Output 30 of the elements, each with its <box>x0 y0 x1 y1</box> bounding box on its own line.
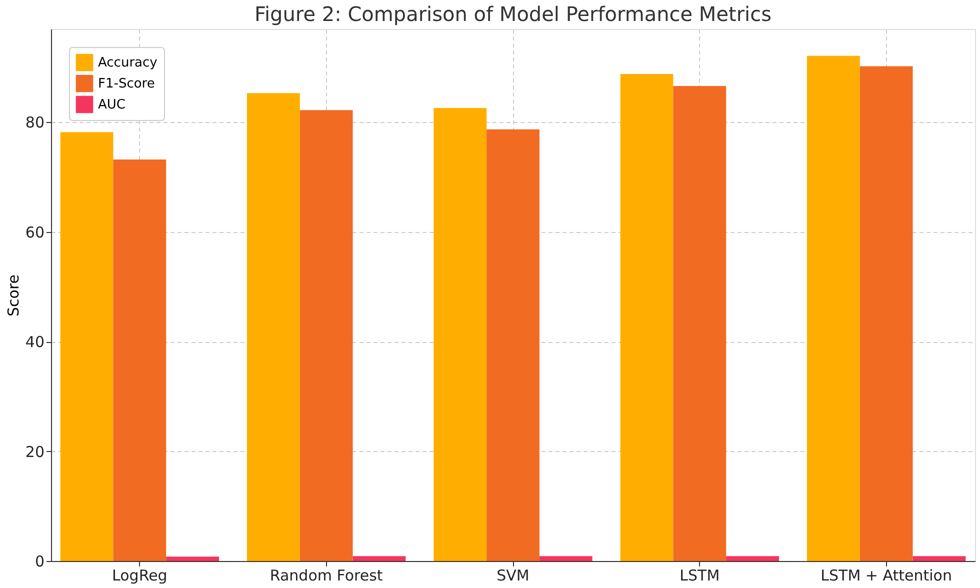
x-tick-label: LSTM <box>680 566 720 584</box>
bar <box>352 556 406 561</box>
bar <box>620 74 674 561</box>
y-tick-label: 60 <box>25 223 44 242</box>
y-tick-label: 40 <box>25 333 44 352</box>
y-tick-label: 20 <box>25 442 44 461</box>
bar <box>726 556 779 561</box>
x-tick-label: LSTM + Attention <box>820 566 952 584</box>
bar <box>113 160 166 561</box>
x-tick-label: LogReg <box>112 566 168 584</box>
chart-title: Figure 2: Comparison of Model Performance Metrics <box>254 2 772 26</box>
legend-label: F1-Score <box>98 76 155 92</box>
bar <box>247 93 300 561</box>
bar <box>166 556 219 561</box>
bar <box>486 129 540 561</box>
bar <box>912 556 966 561</box>
bar <box>807 56 860 561</box>
bar <box>434 108 487 561</box>
bar <box>860 66 913 561</box>
x-tick-label: Random Forest <box>270 566 383 584</box>
legend-label: AUC <box>98 98 126 112</box>
x-tick-label: SVM <box>496 566 530 584</box>
bar <box>300 110 353 561</box>
y-tick-label: 0 <box>34 552 44 570</box>
bar <box>539 556 592 561</box>
bar <box>673 86 726 561</box>
y-axis-title: Score <box>4 274 22 317</box>
y-tick-label: 80 <box>25 114 44 132</box>
legend-label: Accuracy <box>98 56 158 70</box>
bar <box>60 132 114 561</box>
